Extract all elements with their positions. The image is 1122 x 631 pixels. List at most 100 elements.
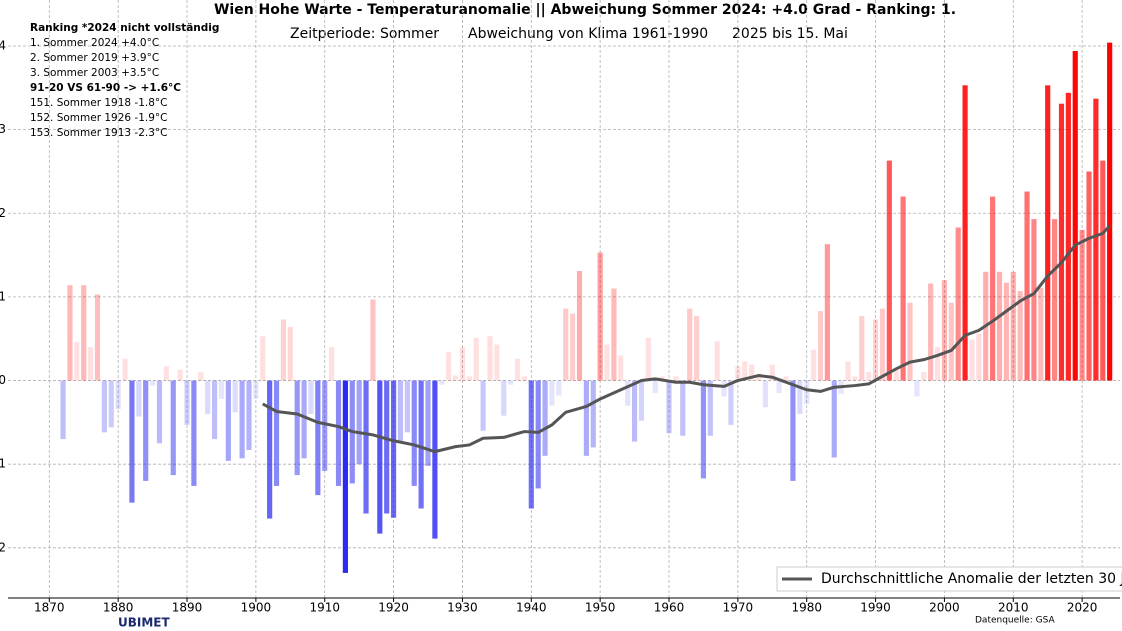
- bar: [1003, 282, 1009, 381]
- bar: [804, 380, 810, 404]
- chart-title: Wien Hohe Warte - Temperaturanomalie || …: [214, 2, 956, 18]
- bar: [535, 380, 541, 489]
- ranking-text: 151. Sommer 1918 -1.8°C: [30, 97, 168, 109]
- x-tick-label: 1980: [791, 601, 822, 615]
- bar: [211, 380, 218, 440]
- bar: [218, 380, 225, 399]
- y-tick-label: 2: [0, 206, 6, 220]
- bar: [776, 380, 782, 394]
- bar: [996, 271, 1003, 381]
- bar: [191, 380, 197, 486]
- bar: [232, 380, 238, 413]
- moving-average-line: [262, 224, 1111, 454]
- bar: [418, 380, 424, 509]
- bar: [590, 380, 596, 448]
- bar: [735, 366, 741, 381]
- bar: [928, 283, 934, 381]
- bar: [239, 380, 245, 459]
- bar: [769, 364, 775, 381]
- bar: [60, 380, 66, 440]
- y-tick-label: 1: [0, 289, 6, 303]
- bar: [631, 380, 638, 442]
- bar: [652, 380, 658, 394]
- ranking-text: Ranking *2024 nicht vollständig: [30, 22, 219, 34]
- bar: [645, 337, 651, 381]
- bar: [1058, 103, 1065, 381]
- bar: [625, 380, 631, 406]
- x-tick-label: 1930: [447, 601, 478, 615]
- bar: [604, 344, 610, 381]
- x-tick-label: 2000: [929, 601, 960, 615]
- bar: [363, 380, 369, 514]
- ranking-text: 2. Sommer 2019 +3.9°C: [30, 52, 159, 64]
- bar: [597, 252, 603, 381]
- bar: [563, 308, 569, 381]
- bar: [370, 299, 376, 381]
- bar: [817, 311, 824, 381]
- bar: [886, 160, 892, 381]
- bar: [707, 380, 713, 436]
- bar: [487, 336, 493, 381]
- x-tick-label: 1990: [860, 601, 891, 615]
- bar: [762, 380, 768, 408]
- bar: [1017, 291, 1023, 381]
- bar: [425, 380, 431, 466]
- bar: [790, 380, 796, 481]
- bar: [1072, 51, 1078, 381]
- bar: [742, 361, 748, 381]
- bar: [377, 380, 383, 534]
- bar: [156, 380, 163, 444]
- bar: [294, 380, 300, 476]
- x-tick-label: 1910: [309, 601, 340, 615]
- bar: [301, 380, 307, 459]
- x-tick-label: 1890: [172, 601, 203, 615]
- bar: [521, 376, 527, 381]
- x-tick-label: 1870: [34, 601, 65, 615]
- bar: [576, 270, 583, 381]
- bar: [246, 380, 252, 450]
- bar: [749, 364, 755, 381]
- ranking-text: 91-20 VS 61-90 -> +1.6°C: [30, 82, 181, 94]
- bar: [859, 316, 865, 381]
- x-tick-label: 1900: [241, 601, 272, 615]
- x-tick-label: 1970: [723, 601, 754, 615]
- bar: [273, 380, 280, 486]
- bar: [439, 380, 445, 385]
- bar: [397, 380, 404, 441]
- bar: [528, 380, 534, 509]
- bar: [329, 347, 335, 381]
- bar: [81, 285, 87, 381]
- bar: [122, 358, 128, 381]
- bar: [570, 313, 576, 381]
- bar: [921, 372, 927, 381]
- bar: [108, 380, 114, 428]
- subtitle: 2025 bis 15. Mai: [732, 26, 848, 42]
- bar: [1065, 92, 1071, 381]
- bar: [962, 85, 968, 381]
- bar: [404, 380, 410, 433]
- y-tick-label: -2: [0, 540, 6, 554]
- x-tick-label: 1880: [103, 601, 134, 615]
- bar: [356, 380, 362, 465]
- bar: [101, 380, 107, 433]
- bar: [335, 380, 342, 486]
- bar: [466, 376, 472, 381]
- bar: [728, 380, 734, 425]
- bar: [342, 380, 348, 573]
- bar: [583, 380, 589, 456]
- bar: [611, 288, 617, 381]
- y-tick-label: 4: [0, 39, 6, 53]
- bar: [990, 196, 996, 381]
- bar: [831, 380, 837, 458]
- subtitle: Zeitperiode: Sommer: [290, 26, 439, 42]
- bar: [556, 380, 562, 396]
- logo: UBIMET: [118, 616, 170, 630]
- bar: [384, 380, 390, 514]
- bar: [205, 380, 211, 414]
- bar: [1086, 171, 1092, 381]
- bar: [225, 380, 231, 461]
- bar: [680, 380, 686, 436]
- bar: [287, 327, 293, 381]
- bar: [1107, 42, 1113, 381]
- bar: [74, 342, 80, 381]
